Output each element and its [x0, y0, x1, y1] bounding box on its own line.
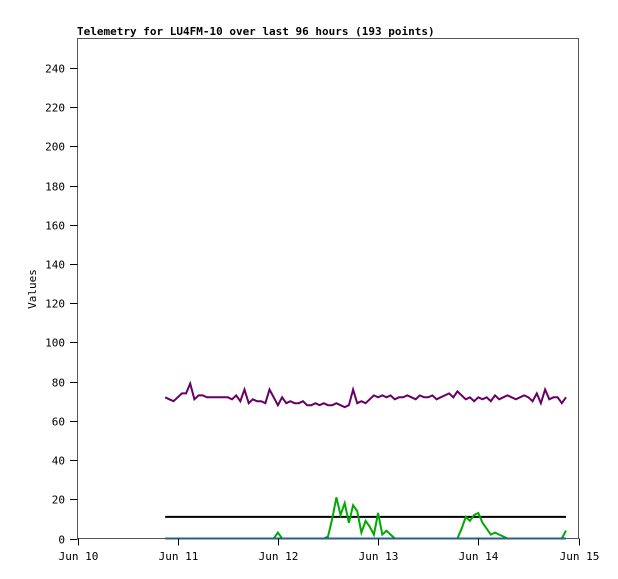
- y-tick-label: 180: [45, 181, 65, 194]
- x-tick-label: Jun 10: [59, 550, 99, 563]
- y-tick-label: 220: [45, 102, 65, 115]
- x-tick-label: Jun 12: [259, 550, 299, 563]
- y-tick-label: 120: [45, 298, 65, 311]
- y-tick-label: 20: [52, 494, 65, 507]
- x-tick-label: Jun 15: [560, 550, 600, 563]
- series-group: [164, 380, 567, 540]
- y-tick-label: 0: [58, 534, 65, 547]
- chart-title: Telemetry for LU4FM-10 over last 96 hour…: [77, 25, 435, 38]
- x-tick-label: Jun 13: [359, 550, 399, 563]
- x-axis: Jun 10 Jun 11 Jun 12 Jun 13 Jun 14 Jun 15: [59, 538, 600, 563]
- y-tick-label: 200: [45, 141, 65, 154]
- y-tick-label: 240: [45, 63, 65, 76]
- y-axis: 0 20 40 60 80 100 120 140 160 180 200 220 240: [45, 63, 78, 547]
- y-tick-label: 40: [52, 455, 65, 468]
- x-tick-label: Jun 11: [159, 550, 199, 563]
- y-tick-label: 100: [45, 337, 65, 350]
- plot-frame: [77, 38, 579, 539]
- series-line-0: [164, 380, 567, 409]
- x-tick-label: Jun 14: [459, 550, 499, 563]
- y-tick-label: 80: [52, 377, 65, 390]
- y-tick-label: 160: [45, 220, 65, 233]
- y-tick-label: 60: [52, 416, 65, 429]
- y-axis-label: Values: [26, 269, 39, 309]
- y-tick-label: 140: [45, 259, 65, 272]
